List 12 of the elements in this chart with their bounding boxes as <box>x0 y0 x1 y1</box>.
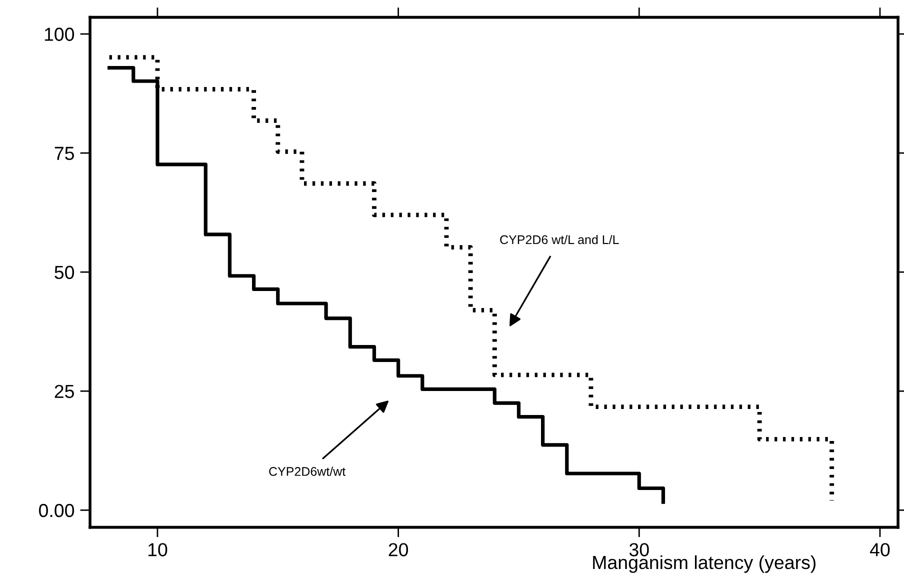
x-tick-label: 20 <box>388 543 408 556</box>
x-tick-label: 30 <box>629 543 649 556</box>
x-tick-label: 40 <box>870 543 890 556</box>
annotation: CYP2D6wt/wt <box>269 466 346 476</box>
y-tick-label: 100 <box>44 28 74 41</box>
x-tick-label: 10 <box>148 543 168 556</box>
x-axis-title: Manganism latency (years) <box>593 555 816 573</box>
y-tick-label: 0.00 <box>39 504 74 518</box>
y-tick-label: 75 <box>54 146 74 160</box>
annotation: CYP2D6 wt/L and L/L <box>500 234 619 244</box>
y-tick-label: 25 <box>54 384 74 398</box>
y-tick-label: 50 <box>54 266 74 280</box>
